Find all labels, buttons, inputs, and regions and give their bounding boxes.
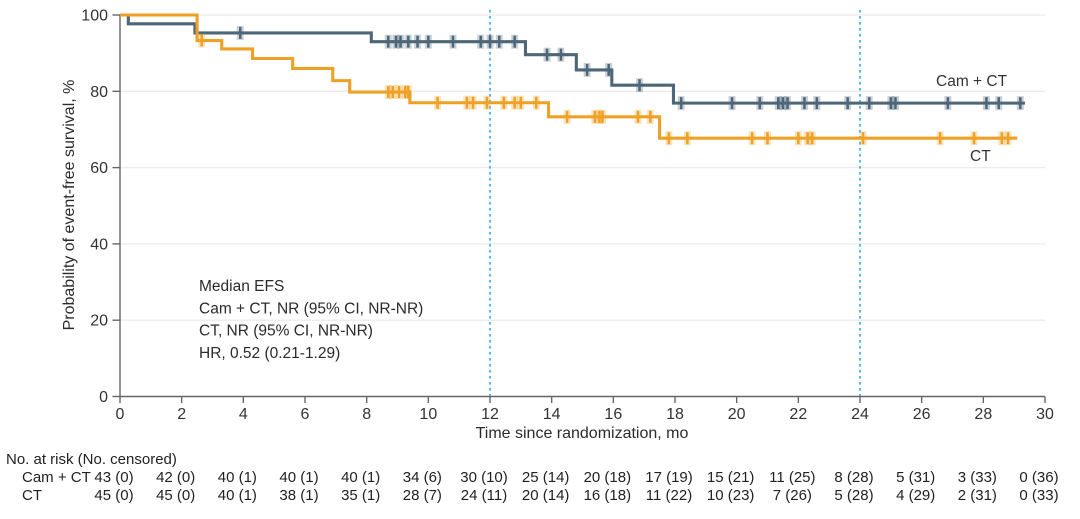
risk-cell: 15 (21): [706, 469, 755, 486]
x-tick-label: 16: [604, 406, 622, 423]
x-tick-label: 14: [543, 406, 561, 423]
x-tick-label: 26: [913, 406, 931, 423]
x-tick-label: 30: [1036, 406, 1054, 423]
x-tick-label: 10: [419, 406, 437, 423]
risk-row-camct: Cam + CT 43 (0) 42 (0) 40 (1) 40 (1) 40 (1) 3…: [0, 469, 1080, 487]
risk-cell: 40 (1): [279, 469, 319, 486]
x-tick-label: 20: [728, 406, 746, 423]
risk-cell: 34 (6): [402, 469, 442, 486]
y-axis-title: Probability of event-free survival, %: [61, 80, 78, 331]
y-tick-label: 60: [90, 160, 108, 177]
risk-cell: 35 (1): [341, 487, 381, 504]
x-tick-label: 6: [301, 406, 310, 423]
risk-cell: 3 (33): [957, 469, 997, 486]
risk-row-label-ct: CT: [22, 487, 42, 504]
x-tick-label: 18: [666, 406, 684, 423]
x-tick-label: 8: [362, 406, 371, 423]
risk-cell: 8 (28): [834, 469, 874, 486]
y-tick-label: 100: [81, 8, 108, 25]
curve-label-camct: Cam + CT: [936, 73, 1008, 90]
risk-cell: 24 (11): [460, 487, 508, 504]
risk-cell: 45 (0): [156, 487, 196, 504]
y-tick-label: 20: [90, 313, 108, 330]
x-axis-title: Time since randomization, mo: [476, 425, 689, 442]
x-tick-label: 22: [789, 406, 807, 423]
risk-row-label-camct: Cam + CT: [22, 469, 91, 486]
risk-cell: 0 (36): [1019, 469, 1059, 486]
annotation-line: HR, 0.52 (0.21-1.29): [199, 345, 340, 362]
risk-cell: 40 (1): [217, 487, 257, 504]
x-tick-label: 4: [239, 406, 248, 423]
annotation-line: Median EFS: [199, 278, 284, 295]
risk-cell: 38 (1): [279, 487, 319, 504]
risk-cell: 10 (23): [706, 487, 755, 504]
risk-cell: 20 (18): [583, 469, 632, 486]
risk-cell: 4 (29): [896, 487, 936, 504]
risk-row-ct: CT 45 (0) 45 (0) 40 (1) 38 (1) 35 (1) 28 (7) 2…: [0, 487, 1080, 505]
risk-cell: 16 (18): [583, 487, 632, 504]
risk-cell: 28 (7): [402, 487, 442, 504]
risk-cell: 40 (1): [217, 469, 257, 486]
risk-cell: 20 (14): [521, 487, 570, 504]
risk-cell: 42 (0): [156, 469, 196, 486]
x-tick-label: 24: [851, 406, 869, 423]
y-tick-label: 0: [99, 389, 108, 406]
risk-cell: 5 (28): [834, 487, 874, 504]
risk-table: No. at risk (No. censored) Cam + CT 43 (…: [0, 448, 1080, 519]
risk-cell: 40 (1): [341, 469, 381, 486]
km-curve-ct: [120, 13, 1018, 140]
risk-cell: 7 (26): [772, 487, 812, 504]
curve-label-ct: CT: [970, 148, 991, 165]
risk-cell: 11 (22): [645, 487, 693, 504]
risk-cell: 5 (31): [896, 469, 936, 486]
risk-cell: 43 (0): [94, 469, 134, 486]
y-tick-label: 40: [90, 236, 108, 253]
risk-cell: 45 (0): [94, 487, 134, 504]
risk-cell: 17 (19): [645, 469, 693, 486]
annotation-line: CT, NR (95% CI, NR-NR): [199, 323, 373, 340]
x-tick-label: 0: [116, 406, 125, 423]
x-tick-label: 2: [177, 406, 186, 423]
risk-table-header: No. at risk (No. censored): [6, 451, 177, 468]
x-tick-label: 12: [481, 406, 499, 423]
risk-cell: 2 (31): [957, 487, 997, 504]
risk-cell: 11 (25): [769, 469, 816, 486]
annotation-line: Cam + CT, NR (95% CI, NR-NR): [199, 300, 423, 317]
risk-cell: 30 (10): [460, 469, 508, 486]
risk-cell: 25 (14): [521, 469, 570, 486]
risk-cell: 0 (33): [1019, 487, 1059, 504]
y-tick-label: 80: [90, 84, 108, 101]
x-tick-label: 28: [974, 406, 992, 423]
km-curve-camct: [120, 13, 1025, 105]
